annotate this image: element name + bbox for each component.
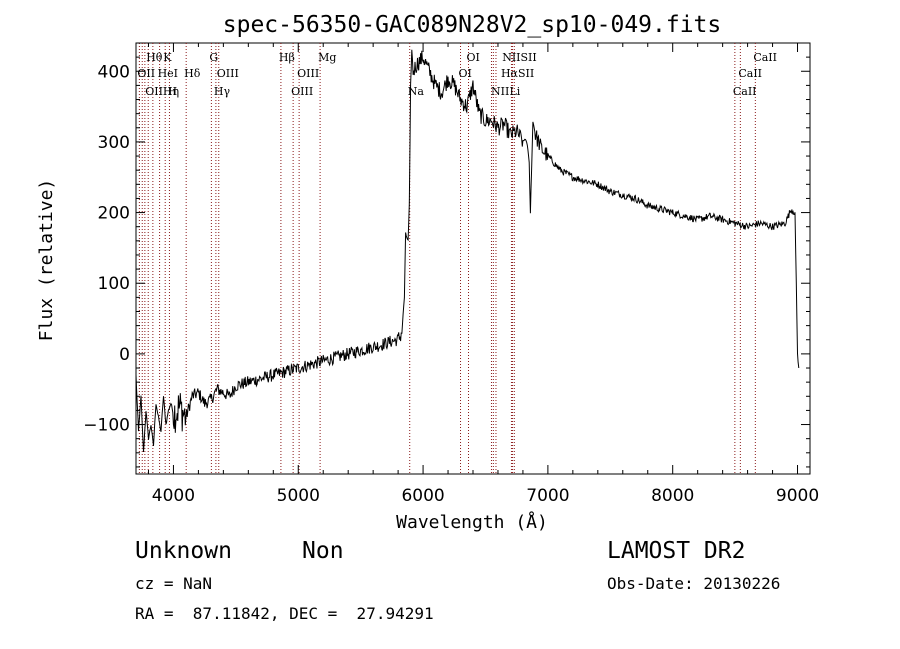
redshift-cz: cz = NaN — [135, 574, 213, 593]
y-tick-label: 400 — [98, 62, 130, 82]
line-label: Hβ — [279, 51, 295, 64]
line-label: Hδ — [184, 67, 201, 80]
line-label: Hθ — [146, 51, 163, 64]
line-label: OIII — [297, 67, 319, 80]
line-label: H — [167, 85, 177, 98]
object-class: Unknown — [135, 538, 232, 564]
chart-title: spec-56350-GAC089N28V2_sp10-049.fits — [223, 12, 722, 38]
line-label: OI — [467, 51, 480, 64]
emission-line-markers — [138, 43, 756, 474]
line-label: CaII — [733, 85, 757, 98]
object-subclass: Non — [302, 538, 344, 564]
y-tick-label: 200 — [98, 204, 130, 224]
x-tick-label: 7000 — [526, 486, 569, 506]
y-axis-label: Flux (relative) — [36, 179, 57, 342]
line-label: CaII — [738, 67, 762, 80]
x-tick-label: 5000 — [277, 486, 320, 506]
x-tick-label: 6000 — [401, 486, 444, 506]
spectrum-line — [135, 49, 800, 453]
line-label: Li — [509, 85, 520, 98]
line-label: Na — [408, 85, 425, 98]
plot-frame — [135, 42, 811, 475]
y-tick-label: 100 — [98, 274, 130, 294]
line-label: OIII — [217, 67, 239, 80]
line-label: OI — [459, 67, 472, 80]
y-tick-label: 0 — [119, 345, 130, 365]
emission-line-labels: Hθ K G Hβ Mg OI NIISII CaII OII HeI Hδ OIII OIII OI Hα… — [137, 51, 777, 98]
survey-name: LAMOST DR2 — [607, 538, 746, 564]
line-label: HeI — [158, 67, 178, 80]
x-tick-label: 4000 — [152, 486, 195, 506]
line-label: CaII — [753, 51, 777, 64]
line-label: Hγ — [214, 85, 231, 98]
line-label: Mg — [318, 51, 336, 64]
obs-date: Obs-Date: 20130226 — [607, 574, 781, 593]
x-tick-label: 9000 — [776, 486, 819, 506]
line-label: OIIHη — [145, 85, 179, 98]
coordinates: RA = 87.11842, DEC = 27.94291 — [135, 604, 434, 623]
line-label: OII — [137, 67, 155, 80]
line-label: NIISII — [502, 51, 537, 64]
y-tick-label: 300 — [98, 133, 130, 153]
x-axis: 4000 5000 6000 7000 8000 9000 — [147, 43, 819, 506]
line-label: G — [209, 51, 218, 64]
x-axis-label: Wavelength (Å) — [396, 511, 548, 533]
line-label: NII — [491, 85, 509, 98]
y-axis: −100 0 100 200 300 400 — [83, 42, 810, 468]
line-label: K — [163, 51, 172, 64]
y-tick-label: −100 — [83, 416, 130, 436]
x-tick-label: 8000 — [651, 486, 694, 506]
line-label: HαSII — [501, 67, 534, 80]
line-label: OIII — [291, 85, 313, 98]
